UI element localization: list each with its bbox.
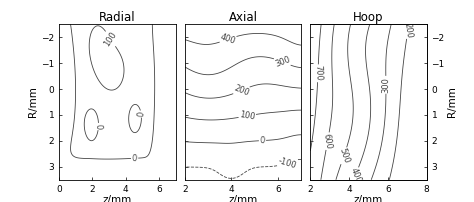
Text: 0: 0 xyxy=(137,111,146,117)
Text: 200: 200 xyxy=(402,22,413,39)
Text: 400: 400 xyxy=(219,32,237,46)
Text: 0: 0 xyxy=(132,154,137,163)
Text: 0: 0 xyxy=(94,124,103,129)
Text: 0: 0 xyxy=(260,136,265,145)
Text: 300: 300 xyxy=(382,77,391,93)
Title: Axial: Axial xyxy=(228,11,257,24)
Text: 700: 700 xyxy=(313,65,323,81)
X-axis label: z/mm: z/mm xyxy=(354,195,383,202)
Text: 400: 400 xyxy=(348,167,363,185)
Text: 100: 100 xyxy=(239,110,256,122)
Text: -100: -100 xyxy=(277,156,297,170)
Text: 500: 500 xyxy=(337,147,351,165)
Text: 200: 200 xyxy=(232,83,250,98)
X-axis label: z/mm: z/mm xyxy=(228,195,257,202)
Y-axis label: R/mm: R/mm xyxy=(447,87,457,117)
Y-axis label: R/mm: R/mm xyxy=(28,87,38,117)
Text: 600: 600 xyxy=(322,133,333,150)
Title: Radial: Radial xyxy=(99,11,136,24)
Title: Hoop: Hoop xyxy=(353,11,384,24)
X-axis label: z/mm: z/mm xyxy=(103,195,132,202)
Text: 300: 300 xyxy=(273,55,292,69)
Text: 100: 100 xyxy=(102,30,118,48)
